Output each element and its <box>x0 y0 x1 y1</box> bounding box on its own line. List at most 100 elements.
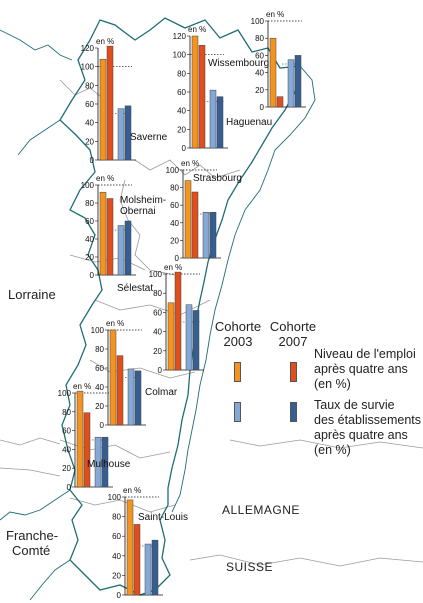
molsheim-obernai-tick-label-0: 0 <box>90 271 95 280</box>
colmar-tick-label-100: 100 <box>91 326 105 335</box>
colmar-tick-label-80: 80 <box>95 345 104 354</box>
wissembourg-tick-label-120: 120 <box>173 32 187 41</box>
strasbourg-tick-label-0: 0 <box>175 254 180 263</box>
haguenau-tick-label-100: 100 <box>251 17 265 26</box>
saverne-tick-label-0: 0 <box>90 156 95 165</box>
saint-louis-tick-label-80: 80 <box>112 513 121 522</box>
strasbourg-tick-label-80: 80 <box>170 184 179 193</box>
selestat-unit-label: en % <box>164 263 182 272</box>
molsheim-obernai-city-label-line2: Obernai <box>120 206 156 217</box>
haguenau-unit-label: en % <box>266 10 284 19</box>
molsheim-obernai-bar-survie-2003 <box>117 225 125 276</box>
saint-louis-tick-label-0: 0 <box>117 591 122 600</box>
strasbourg-bar-survie-2007 <box>209 211 217 259</box>
mulhouse-tick-label-0: 0 <box>67 483 72 492</box>
saverne-tick-label-100: 100 <box>81 63 95 72</box>
molsheim-obernai-tick-label-100: 100 <box>81 181 95 190</box>
saint-louis-bar-emploi-2007 <box>133 524 141 596</box>
mulhouse-tick-label-40: 40 <box>62 445 71 454</box>
region-lorraine: Lorraine <box>8 287 56 302</box>
saverne-tick-label-20: 20 <box>85 137 94 146</box>
legend-swatch-survie-2003 <box>234 402 241 422</box>
wissembourg-bar-emploi-2007 <box>198 45 206 149</box>
strasbourg-tick-label-20: 20 <box>170 236 179 245</box>
selestat-tick-label-60: 60 <box>153 308 162 317</box>
saverne-tick-label-40: 40 <box>85 119 94 128</box>
strasbourg-tick-label-100: 100 <box>166 166 180 175</box>
saverne-bar-survie-2003 <box>117 108 125 161</box>
country-allemagne: ALLEMAGNE <box>222 503 300 517</box>
saint-louis-bar-survie-2003 <box>144 543 152 596</box>
legend-emploi-line3: (en %) <box>314 377 351 391</box>
colmar-bar-survie-2007 <box>134 370 142 426</box>
haguenau-bar-survie-2007 <box>294 55 302 108</box>
haguenau-bar-emploi-2007 <box>276 96 284 108</box>
saint-louis-bar-emploi-2003 <box>126 499 134 596</box>
molsheim-obernai-bar-emploi-2007 <box>106 198 114 276</box>
mulhouse-unit-label: en % <box>73 382 91 391</box>
selestat-tick-label-100: 100 <box>149 270 163 279</box>
rhine-border <box>171 65 316 513</box>
legend-swatch-survie-2007 <box>290 402 297 422</box>
mulhouse-tick-label-100: 100 <box>58 389 72 398</box>
colmar-bar-emploi-2003 <box>109 329 117 426</box>
selestat-tick-label-40: 40 <box>153 328 162 337</box>
mulhouse-tick-label-20: 20 <box>62 464 71 473</box>
strasbourg-bar-emploi-2007 <box>191 191 199 259</box>
wissembourg-unit-label: en % <box>188 25 206 34</box>
legend-cohort-2003: Cohorte 2003 <box>213 319 263 349</box>
region-franche-comte-line1: Franche- <box>6 528 59 543</box>
saint-louis-unit-label: en % <box>123 486 141 495</box>
molsheim-obernai-bar-survie-2007 <box>124 220 132 276</box>
saint-louis-tick-label-60: 60 <box>112 532 121 541</box>
colmar-city-label: Colmar <box>145 387 178 398</box>
wissembourg-tick-label-0: 0 <box>182 144 187 153</box>
legend-cohort-2007-line1: Cohorte <box>269 319 317 334</box>
country-suisse: SUISSE <box>226 560 274 574</box>
strasbourg-bar-survie-2003 <box>202 211 210 259</box>
haguenau-tick-label-20: 20 <box>255 86 264 95</box>
legend-emploi-text: Niveau de l'emploi après quatre ans (en … <box>314 347 416 392</box>
selestat-city-label: Sélestat <box>117 283 153 294</box>
strasbourg-tick-label-60: 60 <box>170 201 179 210</box>
selestat-bar-survie-2003 <box>185 304 193 371</box>
wissembourg-city-label: Wissembourg <box>208 58 269 69</box>
legend-swatch-emploi-2007 <box>290 362 297 382</box>
wissembourg-tick-label-60: 60 <box>177 88 186 97</box>
mulhouse-bar-survie-2007 <box>101 436 109 488</box>
legend-cohort-2003-line2: 2003 <box>223 334 253 349</box>
haguenau-tick-label-80: 80 <box>255 34 264 43</box>
strasbourg-tick-label-40: 40 <box>170 219 179 228</box>
strasbourg-unit-label: en % <box>181 159 199 168</box>
molsheim-obernai-unit-label: en % <box>96 174 114 183</box>
saint-louis-city-label: Saint-Louis <box>138 512 188 523</box>
wissembourg-tick-label-40: 40 <box>177 107 186 116</box>
saverne-bar-survie-2007 <box>124 105 132 161</box>
haguenau-tick-label-0: 0 <box>260 103 265 112</box>
wissembourg-tick-label-20: 20 <box>177 125 186 134</box>
saverne-unit-label: en % <box>96 37 114 46</box>
mulhouse-tick-label-60: 60 <box>62 427 71 436</box>
haguenau-city-label: Haguenau <box>226 117 272 128</box>
selestat-tick-label-0: 0 <box>158 366 163 375</box>
saverne-tick-label-80: 80 <box>85 81 94 90</box>
haguenau-bar-emploi-2003 <box>269 37 277 108</box>
internal-boundaries <box>0 79 423 567</box>
legend-emploi-line2: après quatre ans <box>314 362 408 376</box>
mulhouse-city-label: Mulhouse <box>87 459 131 470</box>
colmar-tick-label-0: 0 <box>100 421 105 430</box>
colmar-tick-label-60: 60 <box>95 364 104 373</box>
colmar-bar-survie-2003 <box>127 368 135 426</box>
wissembourg-bar-emploi-2003 <box>191 35 199 149</box>
lorraine-border <box>0 29 73 156</box>
franche-comte-border <box>0 489 71 601</box>
selestat-bar-emploi-2003 <box>167 302 175 371</box>
region-franche-comte-line2: Comté <box>12 543 51 558</box>
haguenau-bar-survie-2003 <box>287 59 295 108</box>
colmar-tick-label-20: 20 <box>95 402 104 411</box>
haguenau-tick-label-60: 60 <box>255 51 264 60</box>
wissembourg-bar-survie-2003 <box>209 89 217 149</box>
selestat-tick-label-80: 80 <box>153 289 162 298</box>
molsheim-obernai-tick-label-40: 40 <box>85 235 94 244</box>
wissembourg-bar-survie-2007 <box>216 96 224 149</box>
